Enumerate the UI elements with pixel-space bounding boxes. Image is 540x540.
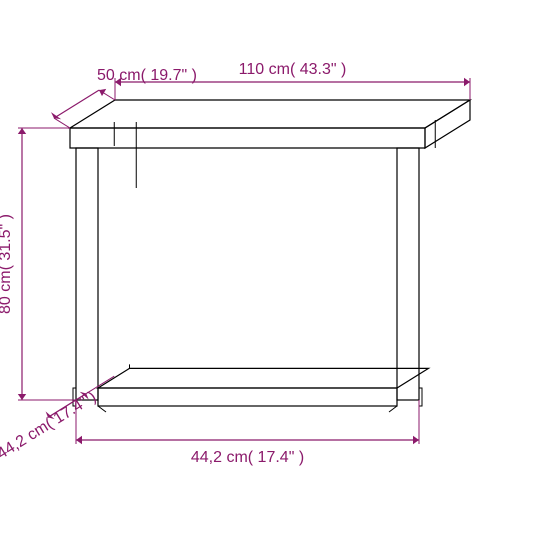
dim-width-bottom: 44,2 cm( 17.4" ): [191, 449, 304, 466]
dim-width-top: 110 cm( 43.3" ): [239, 61, 347, 78]
dimension-diagram: 110 cm( 43.3" ) 50 cm( 19.7" ) 80 cm( 31.5…: [0, 0, 540, 540]
dim-height: 80 cm( 31.5" ): [0, 214, 14, 314]
dim-depth-top: 50 cm( 19.7" ): [97, 67, 197, 84]
